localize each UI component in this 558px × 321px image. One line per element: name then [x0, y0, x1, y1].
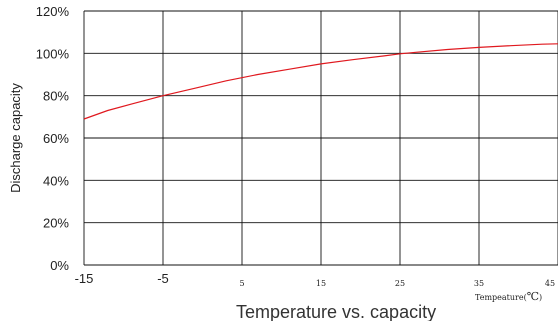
y-tick-labels: 0% 20% 40% 60% 80% 100% 120% [36, 4, 70, 273]
series-line [83, 43, 558, 120]
x-tick-label: 45 [545, 279, 555, 288]
x-tick-label: -15 [75, 271, 94, 286]
x-axis-label: Tempeature(℃) [475, 290, 542, 303]
y-tick-label: 20% [43, 216, 69, 231]
y-tick-label: 80% [43, 89, 69, 104]
y-axis-label: Discharge capacity [8, 83, 23, 193]
x-tick-label: 25 [395, 279, 405, 288]
y-tick-label: 120% [36, 4, 70, 19]
grid [83, 10, 558, 266]
x-tick-label: -5 [157, 271, 169, 286]
x-tick-labels: -15 -5 5 15 25 35 45 [75, 271, 555, 288]
x-tick-label: 15 [316, 279, 326, 288]
chart-title: Temperature vs. capacity [236, 302, 436, 321]
y-tick-label: 100% [36, 46, 70, 61]
x-tick-label: 35 [474, 279, 484, 288]
y-tick-label: 60% [43, 131, 69, 146]
x-tick-label: 5 [239, 279, 244, 288]
y-tick-label: 40% [43, 173, 69, 188]
y-tick-label: 0% [50, 258, 69, 273]
